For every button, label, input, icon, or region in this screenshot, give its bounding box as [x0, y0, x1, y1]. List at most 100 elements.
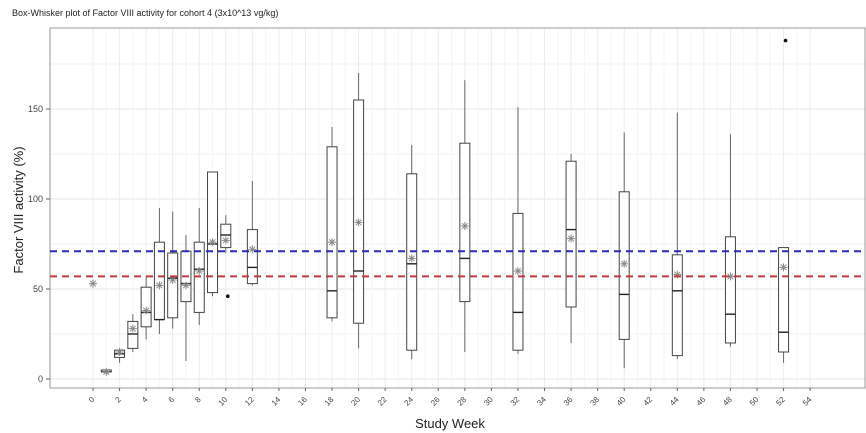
x-tick-label: 24: [402, 395, 415, 408]
mean-stroke: [196, 267, 203, 275]
x-tick-label: 28: [456, 395, 469, 408]
box-week-20: [353, 73, 365, 349]
x-tick-label: 6: [167, 395, 177, 405]
box-week-1: [100, 367, 112, 376]
box-week-5: [153, 208, 165, 334]
x-tick-label: 46: [695, 395, 708, 408]
mean-marker: [181, 281, 190, 290]
x-tick-label: 12: [243, 395, 256, 408]
x-tick-label: 10: [217, 395, 230, 408]
box-week-9: [207, 171, 219, 297]
box: [512, 212, 524, 351]
mean-stroke: [328, 239, 336, 246]
box-week-12: [246, 181, 258, 286]
box-week-36: [565, 154, 577, 343]
mean-stroke: [169, 276, 176, 284]
mean-stroke: [103, 368, 110, 375]
mean-stroke: [142, 307, 150, 314]
y-axis-label: Factor VIII activity (%): [11, 146, 26, 273]
x-tick-label: 20: [349, 395, 362, 408]
y-tick-label: 50: [33, 284, 43, 294]
mean-stroke: [780, 264, 787, 271]
box-week-6: [167, 211, 179, 329]
mean-marker: [102, 367, 111, 376]
y-tick-label: 0: [38, 374, 43, 384]
mean-marker: [620, 259, 629, 268]
box-week-8: [193, 208, 205, 325]
grid: [50, 28, 866, 388]
x-axis-label: Study Week: [415, 416, 485, 431]
box: [127, 320, 139, 349]
box: [207, 171, 219, 294]
mean-stroke: [408, 255, 415, 262]
mean-marker: [128, 324, 137, 333]
x-tick-label: 16: [296, 395, 309, 408]
mean-marker: [513, 267, 522, 275]
box-week-24: [406, 145, 418, 360]
x-tick-label: 54: [801, 395, 814, 408]
mean-stroke: [621, 260, 628, 267]
outlier-point: [783, 38, 788, 43]
x-tick-label: 2: [113, 395, 123, 405]
box-week-44: [671, 112, 683, 360]
box: [724, 236, 736, 344]
y-tick-label: 150: [28, 104, 43, 114]
mean-stroke: [567, 235, 575, 242]
mean-stroke: [355, 219, 362, 226]
plot-frame: [49, 27, 866, 389]
mean-stroke: [209, 239, 216, 246]
box: [220, 223, 232, 249]
mean-marker: [208, 238, 217, 247]
x-tick-label: 32: [509, 395, 522, 408]
box: [326, 146, 338, 319]
box: [167, 252, 179, 319]
box: [565, 160, 577, 308]
box-week-32: [512, 107, 524, 354]
x-tick-label: 38: [588, 395, 601, 408]
box-week-7: [180, 235, 192, 361]
box-week-18: [326, 127, 338, 322]
mean-marker: [221, 236, 230, 245]
x-tick-label: 52: [774, 395, 787, 408]
mean-stroke: [89, 280, 97, 287]
box-week-52: [778, 38, 790, 363]
x-tick-label: 34: [535, 395, 548, 408]
x-tick-label: 36: [562, 395, 575, 408]
x-axis: 0 2 4 6 8 10 12 14 16 18 20 22 24 26 28 30 32 34 36 38 40 42 4…: [87, 388, 814, 408]
box-week-48: [724, 134, 736, 347]
x-tick-label: 44: [668, 395, 681, 408]
x-tick-label: 4: [140, 395, 150, 405]
mean-marker: [354, 218, 363, 227]
box: [671, 254, 683, 357]
mean-marker: [115, 348, 124, 356]
mean-marker: [567, 234, 576, 243]
mean-stroke: [249, 246, 256, 253]
mean-stroke: [514, 267, 522, 275]
box-week-28: [459, 80, 471, 352]
mean-marker: [155, 281, 164, 290]
x-tick-label: 40: [615, 395, 628, 408]
x-tick-label: 42: [642, 395, 655, 408]
mean-stroke: [461, 222, 468, 230]
box-week-10: [220, 215, 232, 299]
outlier-point: [226, 294, 230, 299]
box: [153, 241, 165, 321]
box-week-2: [114, 348, 126, 363]
x-tick-label: 22: [376, 395, 389, 408]
chart-title: Box-Whisker plot of Factor VIII activity…: [12, 8, 279, 18]
y-axis: 0 50 100 150: [28, 104, 50, 384]
x-tick-label: 8: [193, 395, 203, 405]
x-tick-label: 48: [721, 395, 734, 408]
mean-stroke: [182, 282, 190, 289]
x-tick-label: 50: [748, 395, 761, 408]
x-tick-label: 18: [323, 395, 336, 408]
mean-marker: [142, 306, 151, 315]
mean-marker: [726, 272, 735, 281]
mean-marker: [195, 267, 204, 275]
mean-stroke: [727, 273, 734, 280]
box: [246, 229, 258, 285]
y-tick-label: 100: [28, 194, 43, 204]
mean-stroke: [156, 282, 163, 289]
mean-marker: [779, 263, 788, 272]
